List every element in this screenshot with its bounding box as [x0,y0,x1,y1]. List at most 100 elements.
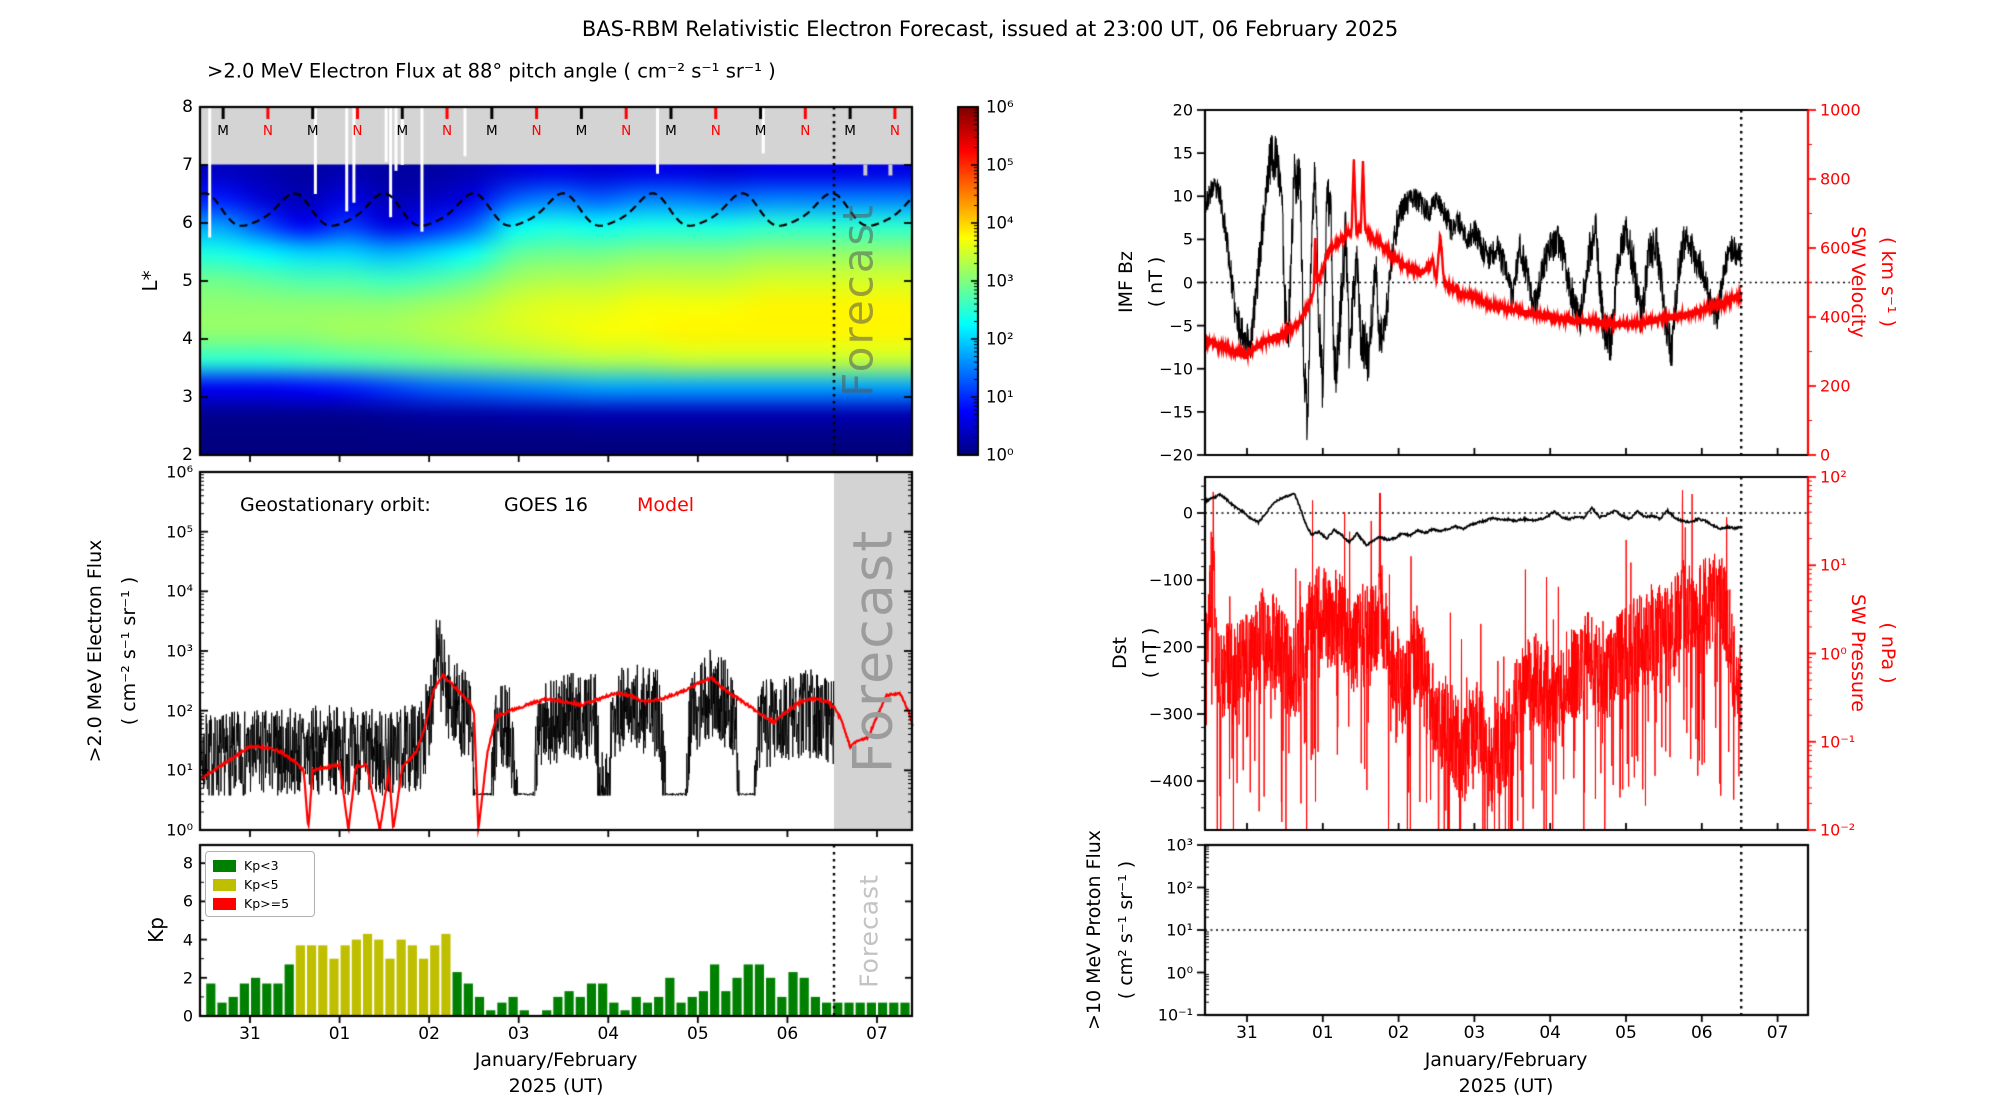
heatmap-marker-n: N [889,123,900,139]
heatmap-marker-n: N [531,123,542,139]
kp-ytick-label: 8 [182,853,193,873]
heatmap-marker-n: N [352,123,363,139]
flux-ytick-label: 10⁴ [166,581,193,601]
heatmap-marker-n: N [800,123,811,139]
heatmap-ytick-label: 8 [182,97,193,117]
imf-ytick-label: −5 [1169,316,1193,336]
kp-mid-swatch [213,878,236,891]
dst-ytick-label: −100 [1149,570,1193,590]
imf-ytick-label: 15 [1172,143,1193,163]
flux-ytick-label: 10⁶ [166,462,193,482]
velocity-ytick-label: 1000 [1820,100,1861,120]
colorbar-tick-label: 10² [986,329,1014,349]
kp-ytick-label: 0 [182,1006,193,1026]
xlabel-left-line2: 2025 (UT) [508,1075,604,1097]
heatmap-marker-m: M [217,123,229,139]
kp-low-swatch [213,859,236,872]
kp-ytick-label: 4 [182,930,193,950]
kp-legend-row-mid: Kp<5 [213,875,314,894]
heatmap-marker-m: M [486,123,498,139]
dst-ytick-label: −200 [1149,637,1193,657]
heatmap-marker-m: M [396,123,409,139]
colorbar-tick-label: 10⁴ [986,213,1014,233]
dst-ytick-label: −400 [1149,771,1193,791]
kp-legend: Kp<3 Kp<5 Kp>=5 [205,851,315,917]
flux-legend-model: Model [637,494,695,516]
x-tick-label-right: 01 [1311,1023,1334,1043]
x-tick-label-right: 31 [1236,1023,1258,1043]
heatmap-marker-m: M [754,123,767,139]
x-tick-label-left: 03 [507,1024,530,1044]
heatmap-ytick-label: 3 [182,387,193,407]
flux-ytick-label: 10⁰ [166,820,193,840]
flux-ytick-label: 10⁵ [166,522,193,542]
imf-ytick-label: 5 [1182,229,1193,249]
x-tick-label-left: 04 [597,1024,620,1044]
velocity-ytick-label: 600 [1820,238,1851,258]
kp-low-label: Kp<3 [244,858,279,873]
kp-ytick-label: 6 [182,891,193,911]
kp-high-label: Kp>=5 [244,896,290,911]
imf-ytick-label: −15 [1159,402,1193,422]
pressure-ytick-label: 10⁻¹ [1820,732,1856,752]
heatmap-marker-n: N [441,123,453,139]
heatmap-marker-m: M [844,123,856,139]
kp-high-swatch [213,897,236,910]
colorbar-tick-label: 10⁰ [986,445,1014,465]
xlabel-left-line1: January/February [474,1049,638,1071]
pressure-ytick-label: 10⁻² [1820,820,1856,840]
x-tick-label-left: 01 [328,1024,351,1044]
heatmap-marker-m: M [575,123,588,139]
x-tick-label-right: 05 [1615,1023,1637,1043]
x-tick-label-right: 02 [1387,1023,1410,1043]
figure-title: BAS-RBM Relativistic Electron Forecast, … [581,17,1399,41]
heatmap-marker-n: N [262,123,273,139]
heatmap-marker-n: N [710,123,721,139]
heatmap-marker-m: M [665,123,677,139]
proton-ytick-label: 10⁻¹ [1157,1005,1193,1025]
flux-legend-prefix: Geostationary orbit: [240,494,431,516]
imf-ytick-label: 20 [1172,100,1193,120]
heatmap-ytick-label: 6 [182,213,193,233]
heatmap-marker-m: M [306,123,319,139]
flux-ytick-label: 10² [166,701,193,721]
x-tick-label-right: 03 [1463,1023,1486,1043]
velocity-ytick-label: 0 [1820,445,1831,465]
heatmap-ytick-label: 2 [182,445,193,465]
colorbar-tick-label: 10⁶ [986,97,1014,117]
imf-ytick-label: −10 [1159,359,1193,379]
heatmap-ytick-label: 7 [182,155,193,175]
x-tick-label-right: 06 [1690,1023,1713,1043]
pressure-ytick-label: 10¹ [1820,555,1847,575]
imf-ytick-label: 0 [1182,273,1193,292]
kp-mid-label: Kp<5 [244,877,279,892]
flux-ytick-label: 10³ [166,641,193,661]
velocity-ytick-label: 800 [1820,169,1851,189]
heatmap-title: >2.0 MeV Electron Flux at 88° pitch angl… [207,59,776,83]
x-tick-label-left: 31 [239,1024,261,1044]
proton-ytick-label: 10¹ [1166,920,1193,940]
proton-ytick-label: 10² [1166,878,1193,897]
xlabel-right-line1: January/February [1424,1049,1588,1071]
kp-legend-row-low: Kp<3 [213,856,314,875]
dst-ytick-label: −300 [1149,704,1193,724]
kp-legend-row-high: Kp>=5 [213,894,314,913]
flux-ytick-label: 10¹ [166,760,193,780]
velocity-ytick-label: 200 [1820,376,1851,396]
x-tick-label-left: 02 [418,1024,440,1044]
colorbar-tick-label: 10¹ [986,387,1014,407]
heatmap-ytick-label: 4 [182,329,193,349]
imf-ytick-label: 10 [1172,186,1193,206]
colorbar-tick-label: 10³ [986,271,1014,291]
proton-ytick-label: 10⁰ [1166,963,1193,982]
x-tick-label-right: 07 [1766,1023,1789,1043]
heatmap-ytick-label: 5 [182,271,193,291]
proton-ytick-label: 10³ [1166,835,1193,855]
x-tick-label-right: 04 [1539,1023,1562,1043]
colorbar-tick-label: 10⁵ [986,155,1014,175]
x-tick-label-left: 05 [687,1024,709,1044]
pressure-ytick-label: 10² [1820,467,1847,487]
